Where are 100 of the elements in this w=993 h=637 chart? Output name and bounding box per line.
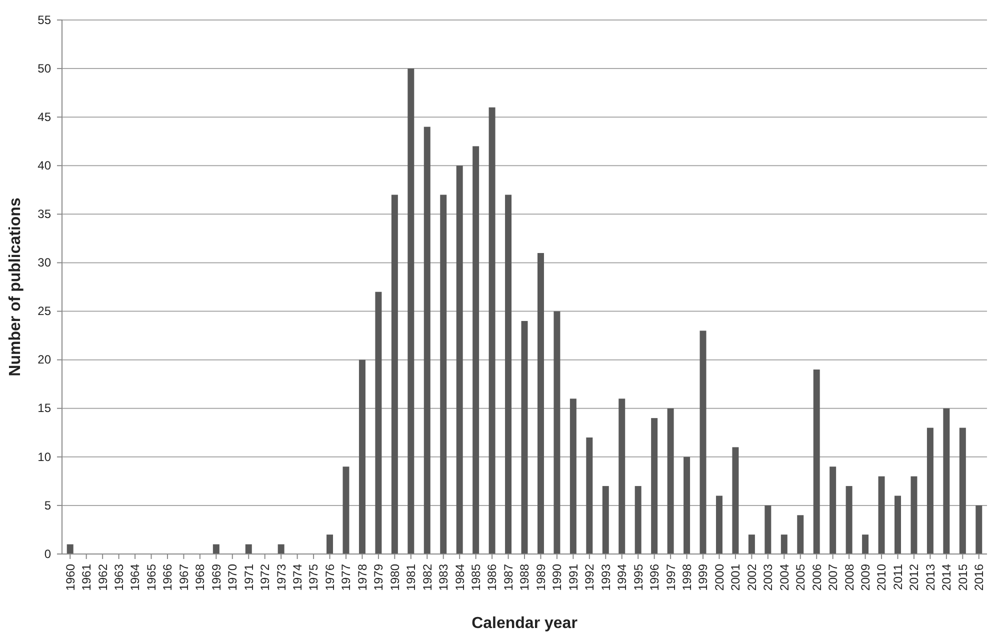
x-tick-label: 1987 (501, 564, 516, 591)
bar (959, 428, 966, 554)
x-tick-label: 2000 (712, 564, 726, 591)
bar (440, 194, 447, 554)
y-tick-label: 15 (38, 401, 52, 416)
x-tick-label: 1983 (436, 564, 451, 591)
x-tick-label: 2001 (728, 564, 743, 591)
x-tick-label: 1976 (322, 564, 337, 591)
bar (732, 447, 739, 554)
x-tick-label: 2011 (890, 564, 905, 590)
bar (700, 330, 706, 554)
x-tick-label: 1981 (404, 564, 418, 591)
x-tick-label: 2004 (777, 564, 792, 591)
bar (976, 505, 982, 554)
y-tick-label: 0 (44, 546, 52, 561)
y-tick-label: 40 (38, 158, 52, 172)
y-tick-label: 5 (44, 498, 52, 512)
x-tick-label: 2012 (907, 564, 922, 591)
bar (278, 544, 284, 554)
bar (212, 544, 220, 554)
y-tick-label: 10 (38, 450, 52, 464)
x-tick-label: 1985 (469, 564, 484, 591)
bar (342, 466, 350, 554)
bar (943, 408, 950, 554)
bar (602, 486, 609, 554)
x-tick-label: 1962 (96, 564, 110, 591)
bar (586, 437, 593, 554)
bar (408, 68, 414, 554)
x-tick-label: 1968 (193, 564, 208, 591)
bar (456, 166, 463, 554)
x-tick-label: 1966 (160, 564, 175, 591)
x-tick-label: 1982 (420, 564, 434, 591)
x-tick-label: 1970 (226, 564, 240, 591)
y-tick-label: 30 (38, 256, 52, 270)
x-tick-label: 1971 (242, 564, 256, 591)
y-tick-label: 20 (38, 352, 52, 367)
x-tick-label: 1994 (615, 564, 630, 591)
x-tick-label: 2002 (744, 564, 759, 591)
x-tick-label: 1964 (128, 564, 142, 591)
x-tick-label: 2006 (810, 564, 824, 591)
x-tick-label: 1989 (534, 564, 548, 591)
x-tick-label: 1961 (80, 564, 94, 591)
bar (748, 534, 755, 554)
bar (245, 544, 252, 554)
bar (521, 320, 528, 554)
x-tick-label: 1972 (258, 564, 272, 591)
x-tick-label: 1979 (372, 564, 386, 591)
bar (926, 428, 934, 554)
x-tick-label: 2005 (794, 564, 808, 591)
bar (764, 505, 772, 554)
x-tick-label: 1963 (112, 564, 126, 591)
x-tick-label: 2008 (842, 564, 856, 591)
x-tick-label: 1991 (566, 564, 580, 591)
bar (537, 253, 544, 554)
x-tick-label: 1992 (582, 564, 597, 591)
x-tick-label: 1978 (355, 564, 370, 591)
bar (424, 126, 430, 554)
x-tick-label: 1993 (598, 564, 613, 591)
x-tick-label: 1996 (648, 564, 662, 591)
x-tick-label: 2003 (761, 564, 776, 591)
bar (618, 398, 626, 554)
x-tick-label: 2010 (874, 564, 889, 591)
x-tick-label: 2015 (956, 564, 970, 591)
x-tick-label: 1995 (631, 564, 646, 591)
bar (846, 486, 852, 554)
x-tick-label: 1997 (664, 564, 678, 591)
bar (634, 486, 642, 554)
y-tick-label: 35 (38, 207, 52, 222)
bar (878, 476, 885, 554)
bar (570, 398, 576, 554)
x-tick-label: 1969 (209, 564, 224, 591)
x-tick-label: 1988 (518, 564, 532, 591)
bar (684, 456, 690, 554)
bar (488, 107, 496, 554)
bar (66, 544, 74, 554)
x-tick-label: 1986 (485, 564, 500, 591)
bar (797, 515, 804, 554)
y-axis-title: Number of publications (7, 198, 24, 376)
bar (358, 360, 366, 554)
x-tick-label: 1974 (290, 564, 305, 591)
bar (505, 194, 512, 554)
y-tick-label: 25 (38, 304, 52, 318)
y-tick-label: 55 (38, 12, 52, 27)
y-tick-label: 45 (38, 110, 52, 124)
x-tick-label: 2009 (858, 564, 872, 591)
x-tick-label: 1998 (680, 564, 694, 591)
x-tick-label: 1984 (452, 564, 467, 591)
x-tick-label: 1973 (274, 564, 288, 591)
x-tick-label: 1990 (550, 564, 564, 591)
x-tick-label: 2014 (940, 564, 954, 591)
x-tick-label: 2013 (923, 564, 938, 591)
bar (780, 534, 788, 554)
x-tick-label: 1960 (63, 564, 78, 591)
x-tick-label: 1977 (339, 564, 354, 591)
x-tick-label: 1965 (144, 564, 158, 591)
bar (813, 370, 820, 554)
bar (894, 496, 901, 554)
x-tick-label: 2016 (972, 564, 986, 591)
x-tick-label: 2007 (826, 564, 840, 591)
bar (830, 466, 836, 554)
